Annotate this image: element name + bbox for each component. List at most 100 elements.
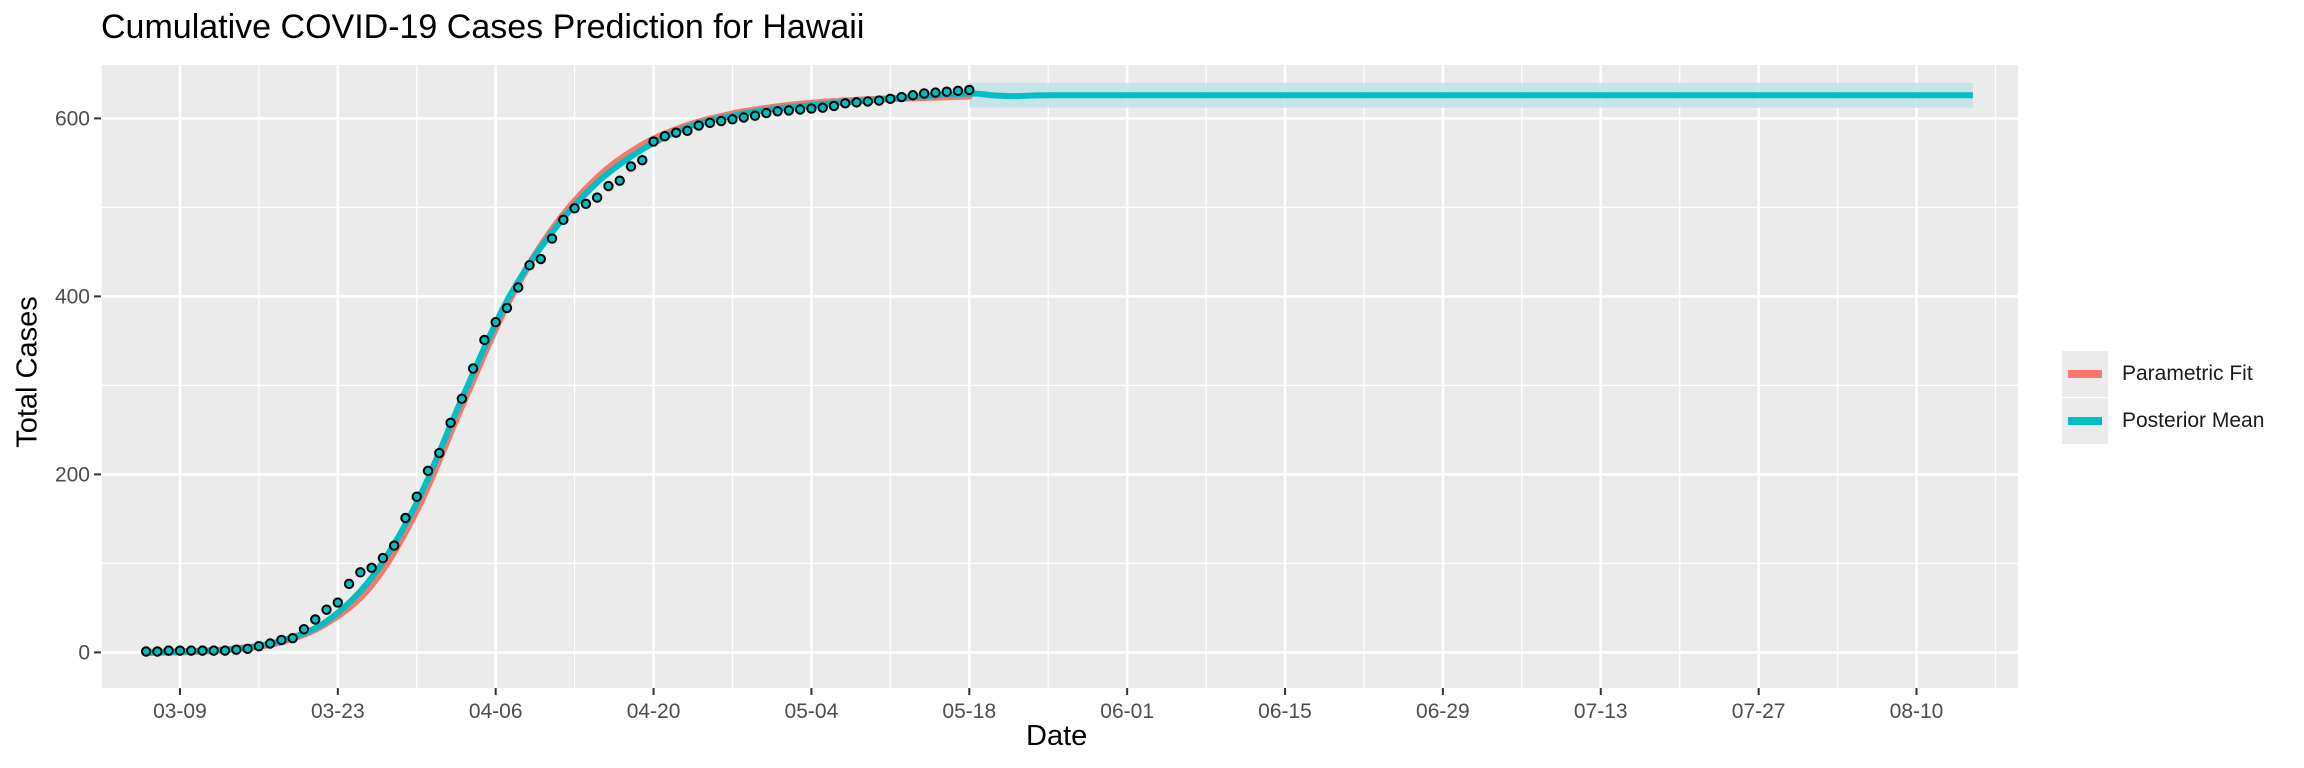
observed-point: [580, 198, 592, 210]
x-tick-label: 06-15: [1258, 700, 1312, 723]
observed-point: [591, 192, 603, 203]
legend-item-parametric-fit: Parametric Fit: [2062, 350, 2264, 397]
observed-point: [648, 136, 659, 147]
observed-point: [625, 161, 637, 172]
observed-point: [806, 103, 817, 114]
legend-label-parametric-fit: Parametric Fit: [2122, 361, 2253, 385]
x-axis-title: Date: [1026, 720, 1088, 752]
observed-point: [163, 645, 174, 656]
observed-point: [918, 88, 930, 99]
observed-point: [490, 317, 501, 328]
observed-point: [388, 540, 400, 551]
x-tick-label: 05-04: [785, 700, 839, 723]
observed-point: [851, 97, 862, 108]
observed-point: [377, 552, 389, 564]
observed-point: [828, 100, 840, 112]
observed-point: [772, 106, 783, 117]
observed-point: [287, 632, 298, 644]
observed-point: [513, 282, 524, 293]
observed-point: [264, 638, 276, 649]
observed-point: [535, 253, 546, 265]
x-tick-label: 03-09: [153, 700, 207, 723]
panel-background: [101, 65, 2018, 688]
legend-item-posterior-mean: Posterior Mean: [2062, 397, 2264, 444]
observed-point: [445, 417, 456, 428]
observed-point: [614, 175, 625, 186]
observed-point: [670, 127, 682, 138]
observed-point: [783, 105, 795, 116]
observed-point: [749, 110, 761, 121]
observed-point: [231, 644, 242, 655]
legend-swatch-posterior-mean: [2068, 416, 2102, 425]
observed-point: [524, 260, 535, 271]
x-tick-label: 04-20: [627, 700, 681, 723]
observed-point: [321, 604, 332, 615]
observed-point: [693, 120, 704, 131]
observed-point: [332, 597, 344, 608]
observed-point: [716, 115, 727, 127]
observed-point: [242, 643, 253, 655]
observed-point: [682, 125, 693, 137]
observed-point: [197, 645, 208, 656]
x-tick-label: 07-27: [1732, 700, 1786, 723]
x-tick-label: 07-13: [1574, 700, 1628, 723]
observed-point: [343, 578, 355, 590]
legend-swatch-parametric-fit: [2068, 369, 2102, 378]
observed-point: [817, 102, 828, 113]
y-tick-label: 200: [55, 463, 90, 486]
observed-point: [298, 624, 310, 635]
x-tick-label: 03-23: [311, 700, 365, 723]
observed-point: [434, 447, 445, 459]
observed-point: [907, 90, 919, 101]
observed-point: [637, 155, 648, 166]
legend-key-posterior-mean: [2062, 397, 2108, 444]
observed-point: [704, 117, 716, 129]
observed-point: [558, 214, 569, 226]
observed-point: [727, 114, 738, 125]
observed-point: [896, 91, 907, 103]
observed-point: [885, 93, 896, 105]
observed-point: [186, 645, 197, 656]
observed-point: [862, 96, 873, 107]
observed-point: [569, 203, 580, 214]
observed-point: [174, 645, 186, 656]
observed-point: [479, 334, 490, 346]
observed-point: [941, 86, 952, 97]
observed-point: [546, 233, 558, 244]
x-tick-label: 06-29: [1416, 700, 1470, 723]
x-tick-label: 08-10: [1890, 700, 1944, 723]
x-tick-label: 04-06: [469, 700, 523, 723]
observed-point: [456, 393, 468, 404]
observed-point: [366, 562, 377, 574]
observed-point: [208, 645, 219, 656]
observed-point: [964, 84, 975, 96]
y-tick-label: 400: [55, 285, 90, 308]
x-tick-label: 05-18: [942, 700, 996, 723]
legend-label-posterior-mean: Posterior Mean: [2122, 408, 2265, 432]
observed-point: [355, 567, 366, 578]
y-tick-label: 0: [78, 641, 90, 664]
observed-point: [140, 646, 152, 657]
observed-point: [603, 180, 614, 192]
observed-point: [310, 614, 321, 625]
observed-point: [952, 85, 964, 97]
observed-point: [761, 107, 772, 119]
observed-point: [467, 363, 479, 374]
observed-point: [840, 98, 851, 109]
observed-point: [930, 87, 941, 98]
observed-point: [411, 491, 422, 502]
observed-point: [501, 302, 513, 314]
observed-point: [152, 646, 163, 657]
observed-point: [219, 645, 231, 656]
observed-point: [794, 104, 806, 115]
x-tick-label: 06-01: [1100, 700, 1154, 723]
observed-point: [873, 95, 885, 106]
observed-point: [276, 634, 287, 646]
y-tick-label: 600: [55, 107, 90, 130]
observed-point: [400, 512, 411, 524]
observed-point: [253, 640, 265, 652]
observed-point: [738, 112, 749, 123]
legend: Parametric Fit Posterior Mean: [2062, 350, 2264, 444]
